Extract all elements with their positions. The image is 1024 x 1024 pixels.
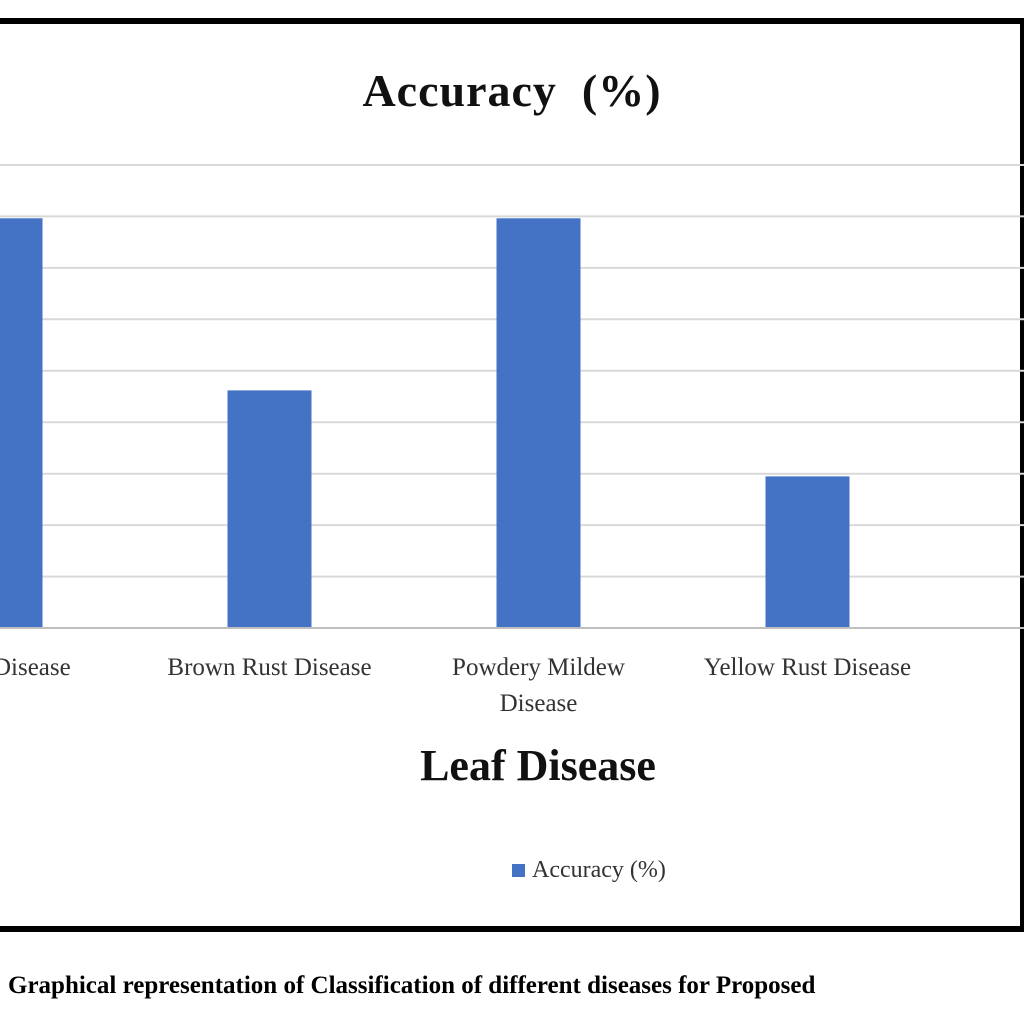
bar-1	[227, 390, 312, 628]
frame-bottom-border	[0, 926, 1024, 932]
x-tick-label-2: Powdery Mildew	[452, 654, 625, 681]
x-tick-label-2: Disease	[500, 690, 578, 717]
bar-0	[0, 218, 43, 629]
x-tick-label-3: Yellow Rust Disease	[704, 654, 911, 681]
legend-label: Accuracy (%)	[532, 857, 666, 883]
legend: Accuracy (%)	[512, 857, 666, 884]
x-axis-title: Leaf Disease	[420, 741, 656, 790]
frame-right-border	[1020, 18, 1024, 932]
x-tick-label-0: Chaff Disease	[0, 654, 71, 681]
bar-3	[765, 476, 850, 628]
frame-top-border	[0, 18, 1024, 24]
legend-swatch	[512, 864, 525, 877]
chart-title: Accuracy (%)	[362, 65, 662, 116]
x-tick-label-1: Brown Rust Disease	[167, 654, 371, 681]
figure-caption: Graphical representation of Classificati…	[8, 972, 816, 999]
bar-2	[496, 218, 581, 629]
